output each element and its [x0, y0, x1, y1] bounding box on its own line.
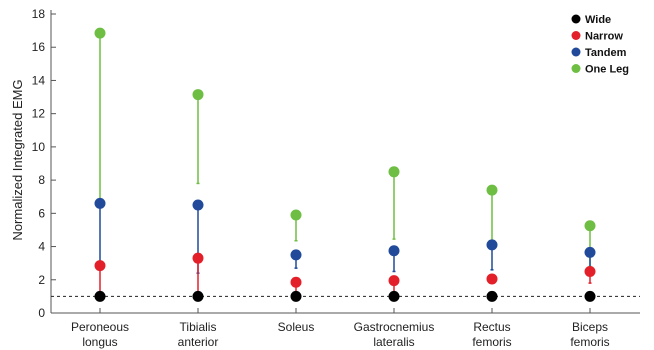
point-tandem [94, 197, 106, 209]
y-tick-label: 18 [32, 7, 46, 21]
point-narrow [192, 252, 204, 264]
point-one-leg [486, 184, 498, 196]
point-tandem [388, 245, 400, 257]
point-tandem [192, 199, 204, 211]
legend-label-tandem: Tandem [585, 47, 627, 59]
x-category-label: anterior [178, 335, 219, 349]
point-narrow [584, 265, 596, 277]
legend-marker-narrow [571, 31, 581, 40]
x-category-label: femoris [570, 335, 609, 349]
x-category-label: Tibialis [180, 320, 217, 334]
x-category-label: Peroneous [71, 320, 129, 334]
legend-marker-tandem [571, 47, 581, 57]
y-tick-label: 6 [38, 206, 45, 220]
point-tandem [584, 246, 596, 258]
y-tick-label: 8 [38, 173, 45, 187]
point-wide [94, 290, 106, 302]
point-narrow [290, 276, 302, 288]
point-one-leg [584, 220, 596, 232]
y-axis-label: Normalized Integrated EMG [10, 79, 25, 240]
y-tick-label: 0 [38, 306, 45, 320]
point-tandem [290, 249, 302, 261]
y-tick-label: 10 [32, 140, 46, 154]
point-wide [486, 290, 498, 302]
y-tick-label: 14 [32, 73, 46, 87]
x-category-label: Rectus [473, 320, 510, 334]
y-tick-label: 2 [38, 273, 45, 287]
y-tick-label: 4 [38, 240, 45, 254]
legend-label-one-leg: One Leg [585, 64, 629, 76]
y-tick-label: 12 [32, 107, 46, 121]
point-tandem [486, 239, 498, 251]
y-tick-label: 16 [32, 40, 46, 54]
point-wide [290, 290, 302, 302]
x-category-label: longus [82, 335, 117, 349]
x-category-label: Biceps [572, 320, 608, 334]
point-one-leg [192, 89, 204, 101]
point-one-leg [388, 166, 400, 178]
legend-label-narrow: Narrow [585, 31, 623, 43]
point-one-leg [290, 209, 302, 221]
x-category-label: femoris [472, 335, 511, 349]
point-wide [584, 290, 596, 302]
x-category-label: lateralis [373, 335, 414, 349]
point-narrow [388, 275, 400, 287]
axes: 0 2 4 6 8 10 12 14 16 18 [32, 7, 640, 320]
x-category-label: Soleus [278, 320, 315, 334]
point-narrow [94, 260, 106, 272]
legend: Wide Narrow Tandem One Leg [571, 14, 629, 76]
legend-marker-wide [571, 14, 581, 24]
point-narrow [486, 273, 498, 285]
legend-label-wide: Wide [585, 14, 611, 26]
legend-marker-one-leg [571, 64, 581, 73]
x-category-label: Gastrocnemius [354, 320, 435, 334]
data-marks [94, 27, 596, 302]
point-wide [192, 290, 204, 302]
point-one-leg [94, 27, 106, 39]
point-wide [388, 290, 400, 302]
